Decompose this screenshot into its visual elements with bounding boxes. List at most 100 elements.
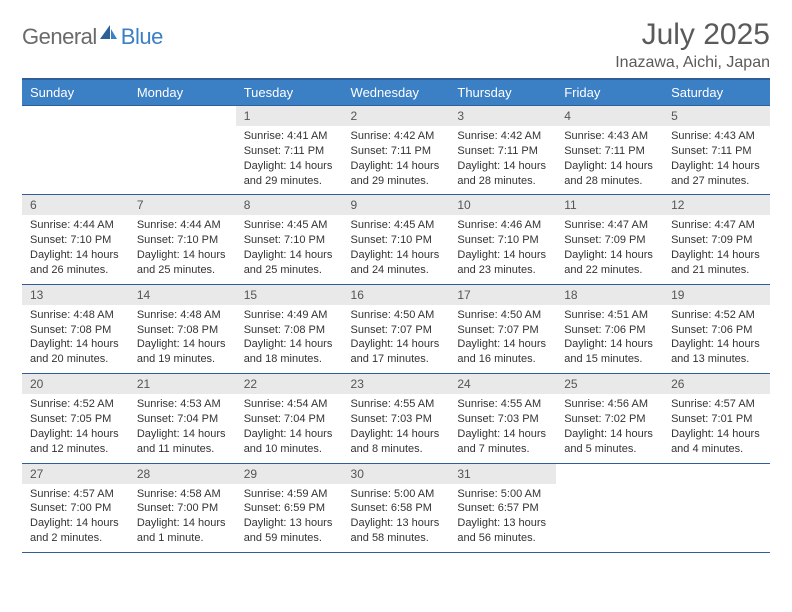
day-info-line: Sunset: 7:10 PM [351,233,442,248]
day-info-line: Daylight: 14 hours [671,248,762,263]
day-info-line: and 10 minutes. [244,442,335,457]
day-number: 28 [129,464,236,484]
day-number: 13 [22,285,129,305]
day-info-line: Daylight: 14 hours [244,427,335,442]
day-info-line: Sunrise: 4:57 AM [30,487,121,502]
calendar-day-cell: 31Sunrise: 5:00 AMSunset: 6:57 PMDayligh… [449,463,556,552]
day-info-line: and 56 minutes. [457,531,548,546]
day-info-line: Daylight: 14 hours [351,248,442,263]
calendar-day-cell: 15Sunrise: 4:49 AMSunset: 7:08 PMDayligh… [236,284,343,373]
month-title: July 2025 [615,18,770,52]
day-number: 20 [22,374,129,394]
day-info-line: Sunrise: 4:51 AM [564,308,655,323]
day-info-line: Sunset: 7:10 PM [30,233,121,248]
day-info: Sunrise: 4:49 AMSunset: 7:08 PMDaylight:… [236,305,343,373]
day-info-line: Sunrise: 5:00 AM [457,487,548,502]
day-info-line: Daylight: 14 hours [671,337,762,352]
calendar-day-cell: 16Sunrise: 4:50 AMSunset: 7:07 PMDayligh… [343,284,450,373]
day-info: Sunrise: 4:45 AMSunset: 7:10 PMDaylight:… [236,215,343,283]
day-info-line: Sunrise: 4:55 AM [457,397,548,412]
day-info: Sunrise: 4:52 AMSunset: 7:05 PMDaylight:… [22,394,129,462]
day-info-line: and 59 minutes. [244,531,335,546]
day-info: Sunrise: 4:47 AMSunset: 7:09 PMDaylight:… [663,215,770,283]
day-info-line: and 23 minutes. [457,263,548,278]
sail-icon [100,25,118,46]
calendar-day-cell: .. [663,463,770,552]
day-info-line: Daylight: 14 hours [30,516,121,531]
day-info: Sunrise: 4:54 AMSunset: 7:04 PMDaylight:… [236,394,343,462]
day-info-line: and 58 minutes. [351,531,442,546]
day-info-line: Sunrise: 4:52 AM [671,308,762,323]
title-block: July 2025 Inazawa, Aichi, Japan [615,18,770,72]
calendar-day-cell: 7Sunrise: 4:44 AMSunset: 7:10 PMDaylight… [129,195,236,284]
day-number: 6 [22,195,129,215]
calendar-day-cell: 5Sunrise: 4:43 AMSunset: 7:11 PMDaylight… [663,106,770,195]
day-info-line: and 15 minutes. [564,352,655,367]
day-number: 16 [343,285,450,305]
calendar-day-cell: 27 Sunrise: 4:57 AMSunset: 7:00 PMDayligh… [22,463,129,552]
day-info-line: and 13 minutes. [671,352,762,367]
day-info-line: and 27 minutes. [671,174,762,189]
day-info-line: Sunset: 7:10 PM [457,233,548,248]
day-info-line: Daylight: 14 hours [351,427,442,442]
day-info-line: and 24 minutes. [351,263,442,278]
day-info-line: and 19 minutes. [137,352,228,367]
day-info-line: and 28 minutes. [564,174,655,189]
day-info-line: Sunset: 7:11 PM [351,144,442,159]
calendar-day-cell: 18Sunrise: 4:51 AMSunset: 7:06 PMDayligh… [556,284,663,373]
day-info-line: Sunset: 7:08 PM [137,323,228,338]
day-info-line: Sunset: 7:02 PM [564,412,655,427]
day-info-line: and 17 minutes. [351,352,442,367]
day-info-line: Sunrise: 4:42 AM [457,129,548,144]
day-info-line: Daylight: 14 hours [351,159,442,174]
day-info-line: Sunset: 7:06 PM [564,323,655,338]
day-number: 5 [663,106,770,126]
brand-part2: Blue [121,24,163,50]
calendar-day-cell: 29Sunrise: 4:59 AMSunset: 6:59 PMDayligh… [236,463,343,552]
day-info-line: and 4 minutes. [671,442,762,457]
weekday-header: Saturday [663,79,770,106]
day-number: 4 [556,106,663,126]
header: General Blue July 2025 Inazawa, Aichi, J… [22,18,770,72]
day-info-line: Sunset: 7:08 PM [30,323,121,338]
day-info-line: Sunrise: 5:00 AM [351,487,442,502]
calendar-week-row: 6Sunrise: 4:44 AMSunset: 7:10 PMDaylight… [22,195,770,284]
day-info: Sunrise: 4:46 AMSunset: 7:10 PMDaylight:… [449,215,556,283]
day-number: 21 [129,374,236,394]
day-info-line: Daylight: 14 hours [137,427,228,442]
calendar-day-cell: 28Sunrise: 4:58 AMSunset: 7:00 PMDayligh… [129,463,236,552]
calendar-day-cell: 10Sunrise: 4:46 AMSunset: 7:10 PMDayligh… [449,195,556,284]
weekday-header: Wednesday [343,79,450,106]
day-info-line: Sunrise: 4:45 AM [244,218,335,233]
day-info-line: Sunset: 7:07 PM [457,323,548,338]
day-info-line: Daylight: 14 hours [137,248,228,263]
day-info-line: Sunset: 7:03 PM [457,412,548,427]
day-info-line: Daylight: 14 hours [137,337,228,352]
day-info-line: Sunset: 7:08 PM [244,323,335,338]
day-info-line: Daylight: 14 hours [244,159,335,174]
day-number: 29 [236,464,343,484]
day-info-line: Daylight: 13 hours [244,516,335,531]
day-info-line: Sunrise: 4:43 AM [671,129,762,144]
calendar-day-cell: 30Sunrise: 5:00 AMSunset: 6:58 PMDayligh… [343,463,450,552]
day-info-line: Sunset: 7:00 PM [30,501,121,516]
day-info-line: Daylight: 14 hours [671,427,762,442]
day-info-line: Sunrise: 4:56 AM [564,397,655,412]
day-number: 9 [343,195,450,215]
day-info: Sunrise: 4:43 AMSunset: 7:11 PMDaylight:… [556,126,663,194]
calendar-week-row: 27Sunrise: 4:57 AMSunset: 7:00 PMDayligh… [22,463,770,552]
brand-part1: General [22,24,97,50]
calendar-day-cell: 4Sunrise: 4:43 AMSunset: 7:11 PMDaylight… [556,106,663,195]
day-info: Sunrise: 4:55 AMSunset: 7:03 PMDaylight:… [449,394,556,462]
day-info-line: Sunset: 7:11 PM [457,144,548,159]
day-info: Sunrise: 4:42 AMSunset: 7:11 PMDaylight:… [343,126,450,194]
calendar-day-cell: 22Sunrise: 4:54 AMSunset: 7:04 PMDayligh… [236,374,343,463]
calendar-day-cell: .. [129,106,236,195]
day-number: 22 [236,374,343,394]
calendar-table: Sunday Monday Tuesday Wednesday Thursday… [22,78,770,553]
day-number: 27 [22,464,129,484]
day-info-line: Sunset: 7:03 PM [351,412,442,427]
day-info: Sunrise: 4:45 AMSunset: 7:10 PMDaylight:… [343,215,450,283]
day-info-line: Sunrise: 4:54 AM [244,397,335,412]
calendar-day-cell: 23Sunrise: 4:55 AMSunset: 7:03 PMDayligh… [343,374,450,463]
